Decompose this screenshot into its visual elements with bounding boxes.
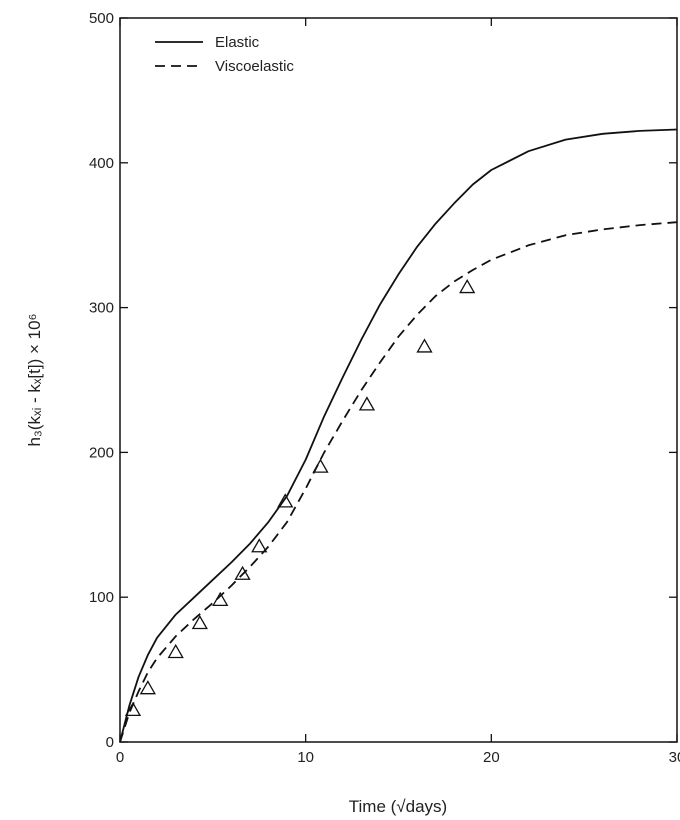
legend-label-elastic: Elastic bbox=[215, 34, 260, 51]
x-tick-label: 0 bbox=[116, 749, 124, 766]
data-point-triangle bbox=[167, 643, 184, 659]
x-axis-title: Time (√days) bbox=[349, 797, 447, 816]
data-point-triangle bbox=[459, 279, 476, 294]
elastic-line bbox=[119, 128, 678, 743]
data-point-triangle bbox=[191, 614, 208, 630]
plot-frame bbox=[119, 17, 678, 743]
y-axis-title: h₃(kₓᵢ - kₓ[t]) × 10⁶ bbox=[25, 313, 44, 446]
x-tick-label: 20 bbox=[483, 749, 500, 766]
data-point-triangle bbox=[124, 701, 142, 717]
data-point-triangle bbox=[312, 458, 329, 473]
data-point-triangle bbox=[251, 538, 268, 553]
y-tick-label: 200 bbox=[89, 444, 114, 461]
x-tick-label: 30 bbox=[669, 749, 680, 766]
viscoelastic-line bbox=[119, 221, 678, 743]
legend: Elastic Viscoelastic bbox=[155, 34, 294, 75]
y-tick-label: 500 bbox=[89, 10, 114, 27]
y-tick-label: 100 bbox=[89, 589, 114, 606]
series-layer bbox=[119, 128, 678, 743]
y-tick-label: 0 bbox=[106, 734, 114, 751]
data-point-triangle bbox=[212, 591, 229, 606]
data-point-triangle bbox=[277, 493, 294, 508]
y-tick-label: 300 bbox=[89, 300, 114, 317]
data-point-triangle bbox=[234, 565, 251, 580]
x-tick-label: 10 bbox=[297, 749, 314, 766]
data-point-triangle bbox=[358, 396, 376, 411]
data-point-triangle bbox=[416, 338, 433, 353]
y-tick-label: 400 bbox=[89, 155, 114, 172]
ticks-layer: 01020300100200300400500 bbox=[89, 10, 680, 766]
legend-label-viscoelastic: Viscoelastic bbox=[215, 58, 294, 75]
data-point-triangle bbox=[139, 680, 156, 695]
